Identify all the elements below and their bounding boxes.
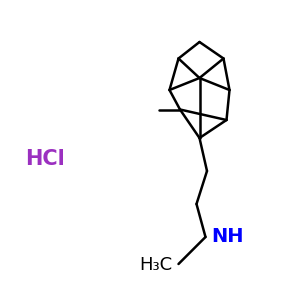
Text: NH: NH: [212, 227, 244, 247]
Text: HCl: HCl: [25, 149, 65, 169]
Text: H₃C: H₃C: [140, 256, 172, 274]
